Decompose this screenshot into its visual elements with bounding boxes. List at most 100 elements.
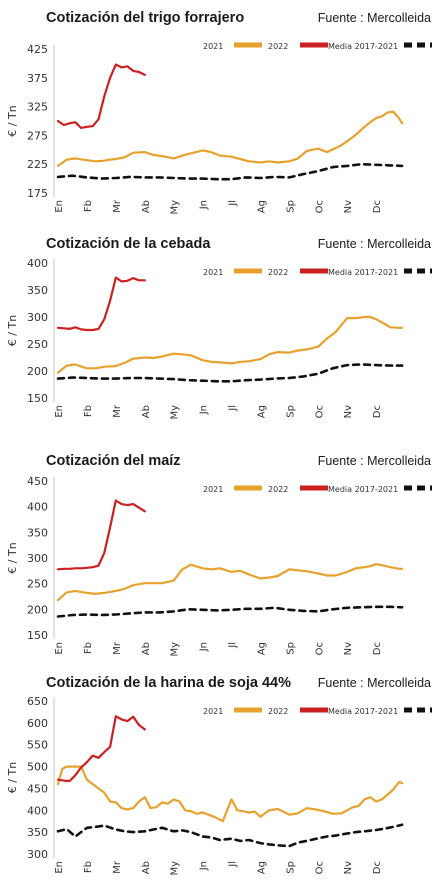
y-tick-label: 350 xyxy=(27,826,48,839)
x-tick-label: Nv xyxy=(343,642,354,655)
series-line xyxy=(56,823,404,848)
x-tick-label: Mr xyxy=(112,860,123,874)
y-tick-label: 150 xyxy=(27,629,48,642)
x-tick-label: Dc xyxy=(372,200,383,213)
x-tick-label: Nv xyxy=(343,200,354,213)
x-tick-label: Jl xyxy=(228,642,239,649)
y-tick-label: 450 xyxy=(27,475,48,488)
x-tick-label: Mr xyxy=(112,199,123,213)
x-tick-label: My xyxy=(170,642,181,657)
x-tick-label: Jn xyxy=(199,861,210,871)
series-line xyxy=(56,63,146,130)
x-tick-label: Oc xyxy=(314,405,325,418)
series-line xyxy=(56,363,404,383)
legend-label: Media 2017-2021 xyxy=(328,707,398,716)
y-tick-label: 325 xyxy=(27,101,48,114)
chart-source: Fuente : Mercolleida xyxy=(317,237,431,251)
x-tick-label: En xyxy=(54,642,65,655)
y-tick-label: 400 xyxy=(27,501,48,514)
series-line xyxy=(56,315,404,374)
series-line xyxy=(56,162,404,181)
y-tick-label: 250 xyxy=(27,338,48,351)
x-tick-label: Fb xyxy=(83,861,94,873)
x-tick-label: Nv xyxy=(343,405,354,418)
legend-label: 2021 xyxy=(203,707,223,716)
y-tick-label: 425 xyxy=(27,43,48,56)
y-tick-label: 350 xyxy=(27,526,48,539)
y-tick-label: 300 xyxy=(27,848,48,861)
x-tick-label: Fb xyxy=(83,642,94,654)
legend-label: 2022 xyxy=(268,707,288,716)
legend-label: 2022 xyxy=(268,42,288,51)
y-tick-label: 175 xyxy=(27,187,48,200)
y-tick-label: 650 xyxy=(27,695,48,708)
x-tick-label: Ab xyxy=(141,642,152,655)
x-tick-label: Oc xyxy=(314,642,325,655)
y-tick-label: 350 xyxy=(27,284,48,297)
x-tick-label: Dc xyxy=(372,405,383,418)
y-tick-label: 400 xyxy=(27,804,48,817)
x-tick-label: Fb xyxy=(83,405,94,417)
series-line xyxy=(56,276,146,332)
x-tick-label: Ag xyxy=(256,642,267,655)
y-tick-label: 250 xyxy=(27,578,48,591)
chart-title: Cotización del trigo forrajero xyxy=(46,10,245,26)
x-tick-label: Ag xyxy=(256,861,267,874)
y-axis-label: € / Tn xyxy=(6,105,19,136)
x-tick-label: En xyxy=(54,861,65,874)
x-tick-label: Jl xyxy=(228,861,239,868)
y-tick-label: 150 xyxy=(27,392,48,405)
legend-label: 2021 xyxy=(203,42,223,51)
x-tick-label: Mr xyxy=(112,404,123,418)
x-tick-label: En xyxy=(54,405,65,418)
legend-label: Media 2017-2021 xyxy=(328,485,398,494)
x-tick-label: Sp xyxy=(285,642,296,655)
legend-label: 2022 xyxy=(268,485,288,494)
series-line xyxy=(56,715,146,783)
chart-source: Fuente : Mercolleida xyxy=(317,454,431,468)
y-axis-label: € / Tn xyxy=(6,315,19,346)
y-tick-label: 225 xyxy=(27,158,48,171)
y-axis-label: € / Tn xyxy=(6,762,19,793)
y-tick-label: 275 xyxy=(27,129,48,142)
x-tick-label: Mr xyxy=(112,641,123,655)
series-line xyxy=(56,563,404,602)
legend-label: 2021 xyxy=(203,485,223,494)
y-tick-label: 200 xyxy=(27,603,48,616)
y-tick-label: 400 xyxy=(27,257,48,270)
chart-source: Fuente : Mercolleida xyxy=(317,11,431,25)
chart-title: Cotización del maíz xyxy=(46,453,181,469)
y-tick-label: 500 xyxy=(27,761,48,774)
legend-label: 2022 xyxy=(268,268,288,277)
y-tick-label: 375 xyxy=(27,72,48,85)
x-tick-label: Fb xyxy=(83,200,94,212)
x-tick-label: Dc xyxy=(372,642,383,655)
chart-title: Cotización de la cebada xyxy=(46,236,211,252)
x-tick-label: My xyxy=(170,861,181,876)
x-tick-label: Nv xyxy=(343,861,354,874)
y-tick-label: 300 xyxy=(27,552,48,565)
x-tick-label: Jn xyxy=(199,642,210,652)
y-tick-label: 600 xyxy=(27,717,48,730)
x-tick-label: Ag xyxy=(256,405,267,418)
legend-label: 2021 xyxy=(203,268,223,277)
series-line xyxy=(56,499,146,571)
x-tick-label: Jl xyxy=(228,405,239,412)
x-tick-label: Dc xyxy=(372,861,383,874)
legend-label: Media 2017-2021 xyxy=(328,42,398,51)
y-tick-label: 550 xyxy=(27,739,48,752)
x-tick-label: Oc xyxy=(314,200,325,213)
x-tick-label: Jn xyxy=(199,405,210,415)
x-tick-label: Sp xyxy=(285,200,296,213)
x-tick-label: Jl xyxy=(228,200,239,207)
legend-label: Media 2017-2021 xyxy=(328,268,398,277)
x-tick-label: Sp xyxy=(285,861,296,874)
y-tick-label: 450 xyxy=(27,782,48,795)
x-tick-label: My xyxy=(170,200,181,215)
x-tick-label: Oc xyxy=(314,861,325,874)
x-tick-label: Sp xyxy=(285,405,296,418)
